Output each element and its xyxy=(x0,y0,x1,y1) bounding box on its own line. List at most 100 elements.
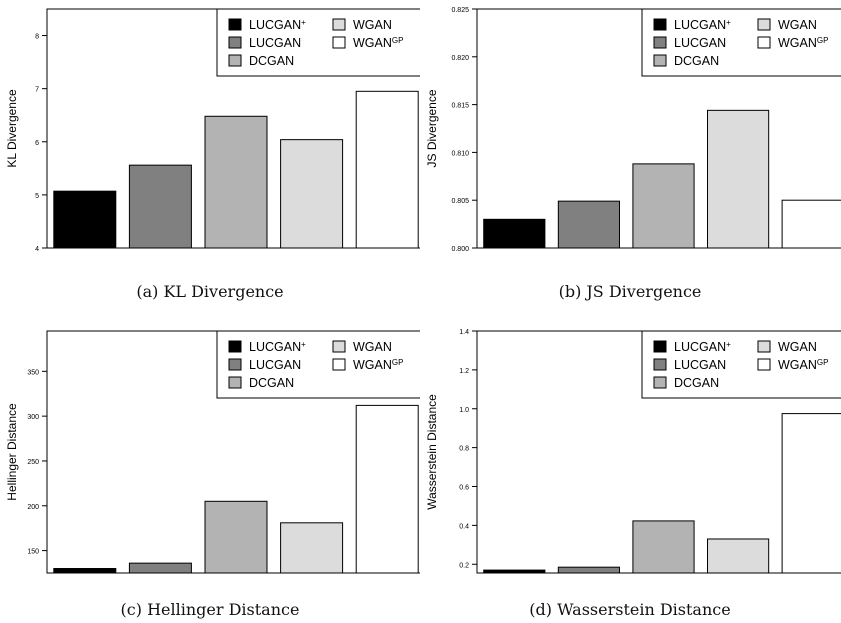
legend-label-sup: GP xyxy=(817,358,829,367)
chart-kl-divergence: 4 5 6 7 8 KL Divergence LUCGAN+ LUCGAN DCGAN WGAN… xyxy=(0,0,426,267)
legend-label-dcgan: DCGAN xyxy=(674,376,719,390)
legend-label-wgan: WGAN xyxy=(353,18,392,32)
y-axis-label: Hellinger Distance xyxy=(5,403,19,501)
legend-swatch-lucgan xyxy=(653,36,667,49)
legend-label-lucgan: LUCGAN+ xyxy=(674,18,731,33)
legend-label-name: WGAN xyxy=(778,358,817,372)
legend-swatch-lucgan xyxy=(228,358,242,371)
bar-wgan xyxy=(280,522,344,574)
y-tick-label-2: 6 xyxy=(35,140,39,147)
chart-wasserstein-distance: 0.2 0.4 0.6 0.8 1.0 1.2 1.4 Wasserstein Distanc… xyxy=(420,320,841,587)
legend-box xyxy=(216,330,426,399)
y-tick-label-3: 0.815 xyxy=(451,103,469,110)
bar-dcgan xyxy=(632,520,695,574)
y-tick-label-4: 0.820 xyxy=(451,55,469,62)
bar-wgangp xyxy=(781,199,841,249)
bar-lucgan xyxy=(557,200,620,249)
legend-swatch-wgangp xyxy=(757,36,771,49)
y-tick-label-2: 0.810 xyxy=(451,150,469,157)
legend-label-sup: + xyxy=(726,340,731,349)
y-tick-label-5: 0.825 xyxy=(451,7,469,14)
legend-label-wgan: WGAN xyxy=(778,340,817,354)
legend-swatch-wgan xyxy=(757,18,771,31)
caption-kl-divergence: (a) KL Divergence xyxy=(136,282,284,301)
legend-label-sup: GP xyxy=(392,358,404,367)
legend-label-wgangp: WGANGP xyxy=(778,358,828,373)
legend-box xyxy=(216,8,426,77)
bar-dcgan xyxy=(632,163,695,249)
bar-lucgan xyxy=(53,190,117,249)
legend-label-name: WGAN xyxy=(353,340,392,354)
bar-lucgan xyxy=(483,569,546,574)
legend-label-wgangp: WGANGP xyxy=(778,36,828,51)
legend-swatch-wgan xyxy=(757,340,771,353)
legend-label-name: LUCGAN xyxy=(674,36,726,50)
legend-label-name: DCGAN xyxy=(249,54,294,68)
legend-label-lucgan: LUCGAN+ xyxy=(249,340,306,355)
legend-swatch-wgangp xyxy=(332,358,346,371)
legend-swatch-dcgan xyxy=(228,54,242,67)
y-tick-label-2: 0.6 xyxy=(459,485,469,492)
legend-box xyxy=(641,8,841,77)
legend-label-sup: + xyxy=(301,340,306,349)
y-axis-label: KL Divergence xyxy=(5,89,19,168)
legend-label-name: LUCGAN xyxy=(674,340,726,354)
legend-label-name: DCGAN xyxy=(249,376,294,390)
y-axis-label: Wasserstein Distance xyxy=(425,394,439,510)
y-tick-label-2: 250 xyxy=(27,459,39,466)
chart-svg: 0.2 0.4 0.6 0.8 1.0 1.2 1.4 Wasserstein Distanc… xyxy=(425,329,841,574)
y-tick-label-1: 0.805 xyxy=(451,198,469,205)
chart-svg: 0.800 0.805 0.810 0.815 0.820 0.825 JS Diverge… xyxy=(425,7,841,253)
legend-swatch-lucgan xyxy=(653,18,667,31)
legend-swatch-wgan xyxy=(332,18,346,31)
bar-dcgan xyxy=(204,115,268,249)
bar-wgangp xyxy=(355,404,419,574)
caption-wasserstein-distance: (d) Wasserstein Distance xyxy=(529,600,731,619)
legend-label-name: WGAN xyxy=(778,18,817,32)
legend-label-name: DCGAN xyxy=(674,54,719,68)
legend-label-name: WGAN xyxy=(353,18,392,32)
legend-label-wgangp: WGANGP xyxy=(353,36,403,51)
y-tick-label-3: 0.8 xyxy=(459,446,469,453)
legend-label-lucgan: LUCGAN xyxy=(249,358,301,372)
y-tick-label-0: 0.2 xyxy=(459,562,469,569)
legend-label-name: LUCGAN xyxy=(249,340,301,354)
legend-swatch-lucgan xyxy=(653,340,667,353)
y-tick-label-6: 1.4 xyxy=(459,329,469,336)
y-tick-label-3: 300 xyxy=(27,414,39,421)
bar-lucgan xyxy=(53,568,117,574)
legend-swatch-dcgan xyxy=(228,376,242,389)
legend-label-wgan: WGAN xyxy=(778,18,817,32)
legend-label-name: DCGAN xyxy=(674,376,719,390)
y-tick-label-1: 5 xyxy=(35,193,39,200)
legend-label-name: WGAN xyxy=(353,36,392,50)
legend-label-lucgan: LUCGAN+ xyxy=(674,340,731,355)
bar-wgangp xyxy=(355,90,419,249)
legend-label-name: LUCGAN xyxy=(249,36,301,50)
chart-js-divergence: 0.800 0.805 0.810 0.815 0.820 0.825 JS Diverge… xyxy=(420,0,841,267)
legend-label-sup: + xyxy=(726,18,731,27)
bar-lucgan xyxy=(483,218,546,249)
bar-lucgan xyxy=(128,164,192,249)
legend-swatch-dcgan xyxy=(653,376,667,389)
legend-label-sup: + xyxy=(301,18,306,27)
legend-box xyxy=(641,330,841,399)
chart-svg: 150 200 250 300 350 Hellinger Distance LUCGAN+… xyxy=(5,330,426,574)
bar-dcgan xyxy=(204,500,268,574)
legend-label-sup: GP xyxy=(392,36,404,45)
legend-swatch-lucgan xyxy=(228,18,242,31)
legend-swatch-dcgan xyxy=(653,54,667,67)
bar-lucgan xyxy=(128,562,192,574)
y-tick-label-0: 0.800 xyxy=(451,246,469,253)
legend-label-dcgan: DCGAN xyxy=(674,54,719,68)
bar-wgan xyxy=(280,139,344,249)
legend-label-lucgan: LUCGAN xyxy=(674,358,726,372)
legend-label-name: WGAN xyxy=(778,36,817,50)
legend-label-lucgan: LUCGAN xyxy=(674,36,726,50)
y-tick-label-0: 4 xyxy=(35,246,39,253)
legend-label-name: WGAN xyxy=(353,358,392,372)
legend-label-lucgan: LUCGAN+ xyxy=(249,18,306,33)
